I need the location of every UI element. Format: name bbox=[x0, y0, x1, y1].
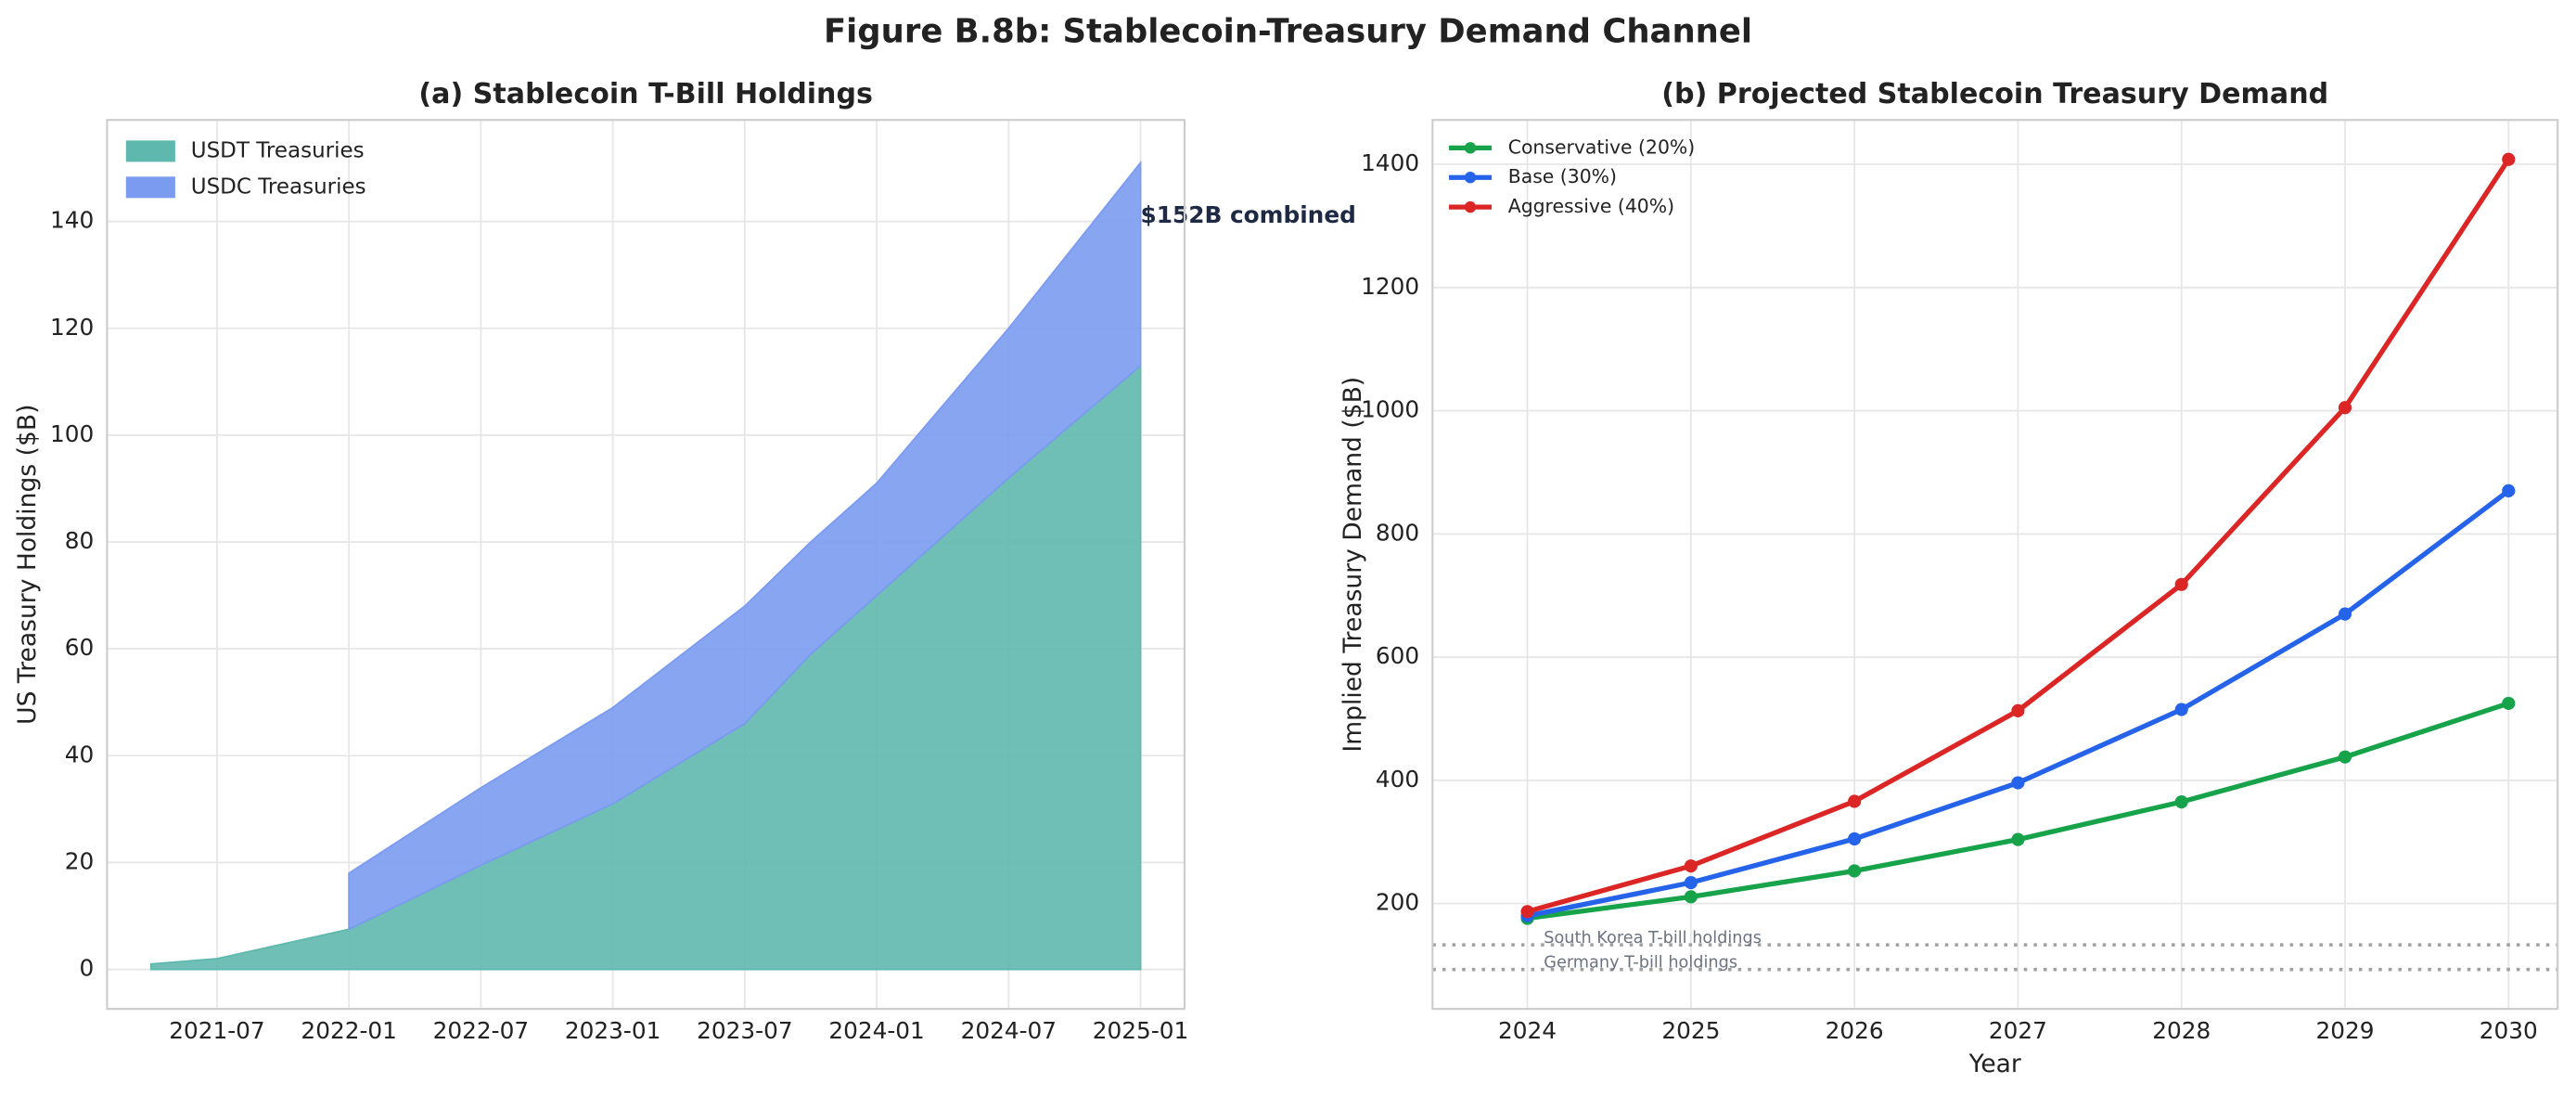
x-tick-label: 2028 bbox=[2152, 1017, 2211, 1044]
point bbox=[2174, 577, 2188, 591]
reference-label: South Korea T-bill holdings bbox=[1544, 929, 1762, 948]
y-tick-label: 1200 bbox=[1361, 273, 1419, 300]
point bbox=[2174, 795, 2188, 809]
x-tick-label: 2021-07 bbox=[169, 1017, 264, 1044]
point bbox=[2338, 750, 2352, 764]
point bbox=[2011, 832, 2025, 846]
point bbox=[1520, 905, 1534, 919]
point bbox=[1848, 864, 1862, 878]
point bbox=[2338, 401, 2352, 415]
x-axis-label: Year bbox=[1968, 1050, 2021, 1078]
x-tick-label: 2022-01 bbox=[301, 1017, 396, 1044]
point bbox=[1848, 794, 1862, 808]
legend-label: Base (30%) bbox=[1508, 165, 1617, 187]
point bbox=[2174, 703, 2188, 716]
y-axis-label: US Treasury Holdings ($B) bbox=[13, 405, 42, 725]
x-tick-label: 2024-07 bbox=[961, 1017, 1057, 1044]
legend-swatch bbox=[125, 176, 175, 199]
legend-marker bbox=[1464, 200, 1477, 213]
y-tick-label: 100 bbox=[50, 420, 94, 447]
point bbox=[1684, 859, 1698, 873]
y-tick-label: 140 bbox=[50, 207, 94, 234]
point bbox=[1684, 890, 1698, 904]
x-tick-label: 2023-07 bbox=[697, 1017, 792, 1044]
x-tick-label: 2027 bbox=[1989, 1017, 2047, 1044]
y-tick-label: 1000 bbox=[1361, 396, 1419, 423]
y-tick-label: 400 bbox=[1376, 766, 1419, 793]
x-tick-label: 2029 bbox=[2315, 1017, 2374, 1044]
y-tick-label: 800 bbox=[1376, 519, 1419, 546]
area bbox=[348, 160, 1142, 931]
x-tick-label: 2025-01 bbox=[1093, 1017, 1188, 1044]
plot-frame bbox=[106, 119, 1186, 1011]
legend-marker bbox=[1464, 142, 1477, 154]
legend-label: Conservative (20%) bbox=[1508, 135, 1695, 158]
x-tick-label: 2025 bbox=[1661, 1017, 1720, 1044]
x-tick-label: 2030 bbox=[2480, 1017, 2538, 1044]
legend-marker bbox=[1464, 172, 1477, 184]
figure-title: Figure B.8b: Stablecoin-Treasury Demand … bbox=[824, 12, 1752, 50]
y-tick-label: 0 bbox=[79, 955, 94, 982]
point bbox=[1848, 832, 1862, 846]
point bbox=[2502, 484, 2516, 497]
y-tick-label: 60 bbox=[65, 634, 95, 661]
point bbox=[2011, 776, 2025, 790]
legend-swatch bbox=[125, 140, 175, 162]
panel-title: (a) Stablecoin T-Bill Holdings bbox=[418, 78, 873, 110]
annotation: $152B combined bbox=[1141, 201, 1356, 228]
x-tick-label: 2024 bbox=[1498, 1017, 1557, 1044]
y-tick-label: 80 bbox=[65, 527, 95, 554]
x-tick-label: 2026 bbox=[1826, 1017, 1884, 1044]
y-tick-label: 120 bbox=[50, 314, 94, 341]
legend-label: USDC Treasuries bbox=[191, 174, 366, 199]
y-tick-label: 200 bbox=[1376, 889, 1419, 916]
reference-label: Germany T-bill holdings bbox=[1544, 954, 1737, 973]
panel-title: (b) Projected Stablecoin Treasury Demand bbox=[1661, 78, 2328, 110]
plot-frame bbox=[1431, 119, 2559, 1011]
point bbox=[2502, 152, 2516, 166]
x-tick-label: 2023-01 bbox=[565, 1017, 660, 1044]
point bbox=[2011, 703, 2025, 717]
point bbox=[2502, 696, 2516, 710]
legend-label: USDT Treasuries bbox=[191, 138, 365, 162]
x-tick-label: 2024-01 bbox=[828, 1017, 924, 1044]
x-tick-label: 2022-07 bbox=[433, 1017, 529, 1044]
point bbox=[1684, 875, 1698, 890]
y-tick-label: 1400 bbox=[1361, 149, 1419, 176]
y-tick-label: 20 bbox=[65, 847, 95, 874]
y-tick-label: 600 bbox=[1376, 642, 1419, 669]
y-tick-label: 40 bbox=[65, 741, 95, 767]
point bbox=[2338, 607, 2352, 621]
y-axis-label: Implied Treasury Demand ($B) bbox=[1339, 377, 1367, 753]
legend-label: Aggressive (40%) bbox=[1508, 195, 1674, 217]
